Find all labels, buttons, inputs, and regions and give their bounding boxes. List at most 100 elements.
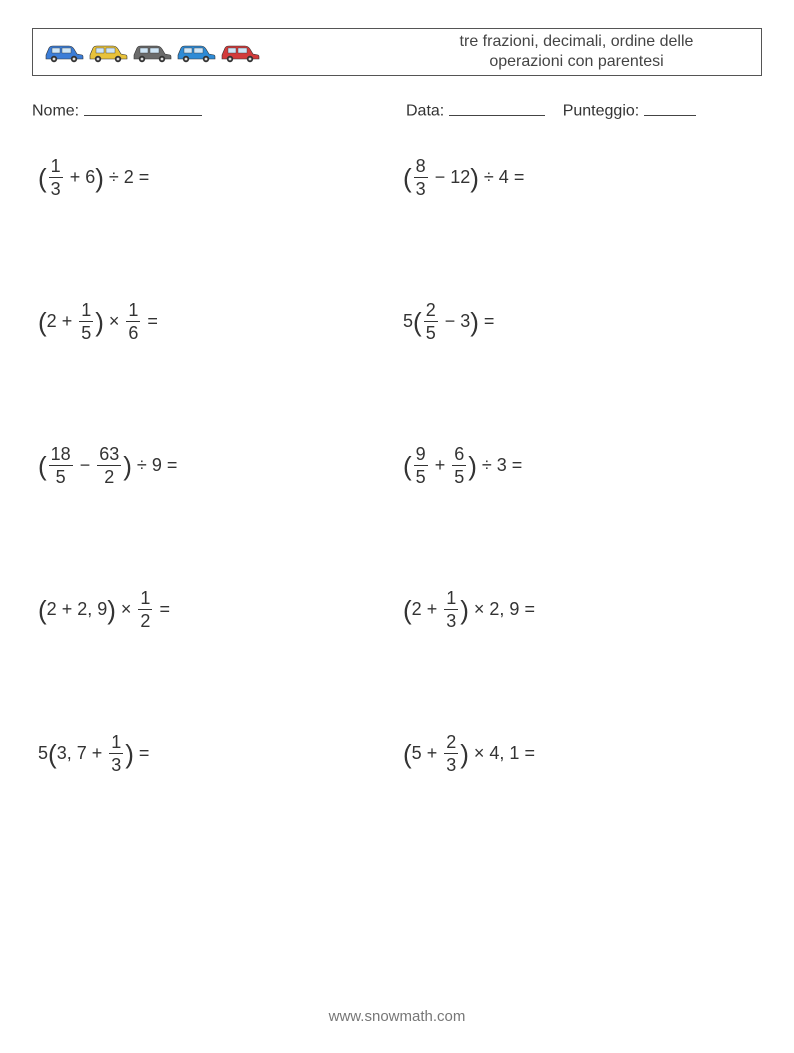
- worksheet-page: tre frazioni, decimali, ordine delle ope…: [0, 0, 794, 1053]
- problem-3: (2+15)×16=: [32, 301, 397, 445]
- number: 6: [85, 167, 95, 188]
- name-field: Nome:: [32, 98, 388, 121]
- title-line-2: operazioni con parentesi: [402, 52, 751, 72]
- denominator: 3: [109, 754, 123, 774]
- operator: ×: [474, 743, 485, 764]
- operator: +: [427, 599, 438, 620]
- denominator: 3: [444, 610, 458, 630]
- problem-1: (13+6)÷2=: [32, 157, 397, 301]
- operator: ÷: [137, 455, 147, 476]
- fraction: 23: [444, 733, 458, 774]
- number: 3, 7: [57, 743, 87, 764]
- problem-8: (2+13)×2, 9=: [397, 589, 762, 733]
- expression: (83−12)÷4=: [403, 157, 529, 198]
- left-paren: (: [403, 741, 412, 767]
- left-paren: (: [38, 597, 47, 623]
- denominator: 5: [452, 466, 466, 486]
- problem-2: (83−12)÷4=: [397, 157, 762, 301]
- numerator: 1: [138, 589, 152, 610]
- denominator: 2: [138, 610, 152, 630]
- right-paren: ): [95, 309, 104, 335]
- operator: −: [445, 311, 456, 332]
- car-icon: [219, 41, 261, 63]
- number: 2: [124, 167, 134, 188]
- car-icon: [87, 41, 129, 63]
- numerator: 18: [49, 445, 73, 466]
- date-field: Data:: [406, 98, 545, 121]
- number: 5: [412, 743, 422, 764]
- header-icons: [33, 41, 392, 63]
- car-icon: [43, 41, 85, 63]
- operator: =: [512, 455, 523, 476]
- fraction: 13: [49, 157, 63, 198]
- denominator: 3: [49, 178, 63, 198]
- number: 4, 1: [489, 743, 519, 764]
- operator: +: [427, 743, 438, 764]
- numerator: 9: [414, 445, 428, 466]
- fraction: 25: [424, 301, 438, 342]
- footer-text: www.snowmath.com: [329, 1008, 466, 1025]
- fraction: 83: [414, 157, 428, 198]
- operator: +: [62, 311, 73, 332]
- expression: (2+2, 9)×12=: [38, 589, 175, 630]
- fraction: 12: [138, 589, 152, 630]
- numerator: 6: [452, 445, 466, 466]
- fraction: 15: [79, 301, 93, 342]
- operator: =: [514, 167, 525, 188]
- number: 2: [47, 311, 57, 332]
- date-label: Data:: [406, 103, 444, 120]
- right-paren: ): [460, 597, 469, 623]
- right-paren: ): [468, 453, 477, 479]
- numerator: 2: [424, 301, 438, 322]
- date-underline: [449, 98, 545, 116]
- score-label: Punteggio:: [563, 103, 640, 120]
- denominator: 5: [424, 322, 438, 342]
- fraction: 632: [97, 445, 121, 486]
- right-paren: ): [460, 741, 469, 767]
- number: 5: [38, 743, 48, 764]
- numerator: 1: [79, 301, 93, 322]
- number: 2, 9: [77, 599, 107, 620]
- title-line-1: tre frazioni, decimali, ordine delle: [402, 32, 751, 52]
- number: 2: [47, 599, 57, 620]
- numerator: 8: [414, 157, 428, 178]
- operator: ÷: [484, 167, 494, 188]
- problem-6: (95+65)÷3=: [397, 445, 762, 589]
- denominator: 5: [54, 466, 68, 486]
- worksheet-title: tre frazioni, decimali, ordine delle ope…: [392, 28, 761, 76]
- number: 12: [450, 167, 470, 188]
- operator: ×: [121, 599, 132, 620]
- operator: −: [80, 455, 91, 476]
- expression: (13+6)÷2=: [38, 157, 154, 198]
- number: 2, 9: [489, 599, 519, 620]
- operator: =: [139, 167, 150, 188]
- numerator: 1: [444, 589, 458, 610]
- header-box: tre frazioni, decimali, ordine delle ope…: [32, 28, 762, 76]
- right-paren: ): [107, 597, 116, 623]
- left-paren: (: [403, 453, 412, 479]
- car-icon: [131, 41, 173, 63]
- problem-5: (185−632)÷9=: [32, 445, 397, 589]
- car-icon: [175, 41, 217, 63]
- problem-10: (5+23)×4, 1=: [397, 733, 762, 877]
- number: 3: [460, 311, 470, 332]
- denominator: 5: [79, 322, 93, 342]
- left-paren: (: [38, 165, 47, 191]
- operator: +: [435, 455, 446, 476]
- right-paren: ): [125, 741, 134, 767]
- left-paren: (: [413, 309, 422, 335]
- denominator: 5: [414, 466, 428, 486]
- numerator: 1: [109, 733, 123, 754]
- expression: (2+13)×2, 9=: [403, 589, 540, 630]
- expression: (5+23)×4, 1=: [403, 733, 540, 774]
- problem-7: (2+2, 9)×12=: [32, 589, 397, 733]
- expression: 5(3, 7+13)=: [38, 733, 154, 774]
- right-paren: ): [123, 453, 132, 479]
- fraction: 185: [49, 445, 73, 486]
- operator: =: [159, 599, 170, 620]
- footer: www.snowmath.com: [0, 1008, 794, 1025]
- operator: +: [92, 743, 103, 764]
- number: 4: [499, 167, 509, 188]
- denominator: 2: [102, 466, 116, 486]
- number: 9: [152, 455, 162, 476]
